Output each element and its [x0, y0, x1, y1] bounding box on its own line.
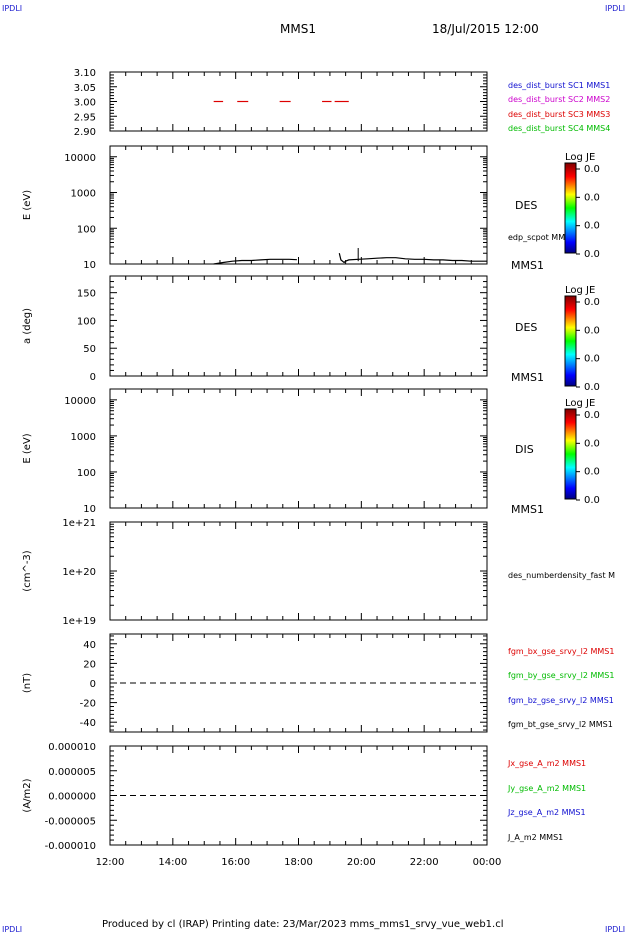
corner-label-top-left: IPDLI	[2, 4, 23, 13]
y-tick-label: 0.000010	[48, 742, 96, 753]
spacecraft-label: MMS1	[511, 259, 544, 272]
y-tick-label: 1e+20	[62, 567, 96, 578]
x-tick-label: 18:00	[284, 857, 313, 868]
colorbar	[564, 295, 577, 387]
x-tick-label: 12:00	[96, 857, 125, 868]
y-axis-label: E (eV)	[22, 190, 33, 220]
colorbar-title: Log JE	[565, 398, 595, 409]
legend-label: Jz_gse_A_m2 MMS1	[507, 808, 586, 817]
y-tick-label: 0	[90, 372, 96, 383]
y-tick-label: 3.10	[74, 68, 96, 79]
y-tick-label: 10000	[64, 153, 96, 164]
y-tick-label: 1000	[71, 189, 96, 200]
y-tick-label: 1e+21	[62, 518, 96, 529]
y-tick-label: 0.000000	[48, 792, 96, 803]
y-tick-label: 2.90	[74, 127, 96, 138]
spacecraft-label: MMS1	[511, 503, 544, 516]
y-tick-label: 3.00	[74, 98, 96, 109]
x-tick-label: 00:00	[473, 857, 502, 868]
y-axis-label: (cm^-3)	[22, 550, 33, 591]
y-tick-label: 0	[90, 679, 96, 690]
x-tick-label: 20:00	[347, 857, 376, 868]
panel-frame-p5	[109, 521, 488, 621]
legend-label: J_A_m2 MMS1	[507, 833, 563, 842]
colorbar-label: 0.0	[584, 410, 600, 421]
y-tick-label: 1000	[71, 432, 96, 443]
spacecraft-label: MMS1	[511, 371, 544, 384]
colorbar-label: 0.0	[584, 164, 600, 175]
colorbar	[564, 162, 577, 254]
colorbar-label: 0.0	[584, 467, 600, 478]
colorbar	[564, 408, 577, 500]
corner-label-top-right: IPDLI	[605, 4, 626, 13]
y-tick-label: 150	[77, 289, 96, 300]
colorbar-label: 0.0	[584, 325, 600, 336]
legend-label: fgm_by_gse_srvy_l2 MMS1	[508, 671, 614, 680]
colorbar-label: 0.0	[584, 354, 600, 365]
y-tick-label: 0.000005	[48, 767, 96, 778]
y-tick-label: -20	[80, 699, 96, 710]
x-tick-label: 22:00	[410, 857, 439, 868]
footer-credits: Produced by cl (IRAP) Printing date: 23/…	[102, 919, 504, 930]
colorbar-label: 0.0	[584, 382, 600, 393]
y-tick-label: 40	[83, 640, 96, 651]
colorbar-label: 0.0	[584, 495, 600, 506]
y-tick-label: 10	[83, 260, 96, 271]
spacecraft-title: MMS1	[280, 22, 316, 36]
y-tick-label: 10	[83, 504, 96, 515]
y-tick-label: 100	[77, 316, 96, 327]
y-axis-label: a (deg)	[22, 308, 33, 344]
legend-label: des_dist_burst SC1 MMS1	[508, 81, 610, 90]
legend-label: fgm_bt_gse_srvy_l2 MMS1	[508, 720, 613, 729]
y-axis-label: (A/m2)	[22, 778, 33, 812]
y-tick-label: 100	[77, 224, 96, 235]
species-label: DIS	[515, 443, 534, 456]
colorbar-label: 0.0	[584, 249, 600, 260]
y-tick-label: 20	[83, 659, 96, 670]
legend-label: edp_scpot MMS1	[508, 233, 575, 242]
y-tick-label: 10000	[64, 396, 96, 407]
scpot-line	[338, 253, 487, 264]
species-label: DES	[515, 321, 537, 334]
colorbar-label: 0.0	[584, 297, 600, 308]
y-tick-label: 3.05	[74, 83, 96, 94]
legend-label: Jx_gse_A_m2 MMS1	[507, 759, 586, 768]
panel-frame-p3	[109, 275, 488, 377]
y-tick-label: 100	[77, 468, 96, 479]
y-tick-label: 1e+19	[62, 616, 96, 627]
colorbar-title: Log JE	[565, 152, 595, 163]
legend-label: Jy_gse_A_m2 MMS1	[507, 784, 586, 793]
panel-frame-p1	[109, 71, 488, 132]
colorbar-label: 0.0	[584, 192, 600, 203]
colorbar-label: 0.0	[584, 438, 600, 449]
legend-label: fgm_bx_gse_srvy_l2 MMS1	[508, 647, 614, 656]
y-tick-label: -40	[80, 718, 96, 729]
corner-label-bottom-right: IPDLI	[605, 925, 626, 934]
scpot-line	[213, 258, 297, 265]
legend-label: des_dist_burst SC3 MMS3	[508, 110, 610, 119]
panel-frame-p2	[109, 145, 488, 265]
y-tick-label: 2.95	[74, 112, 96, 123]
colorbar-title: Log JE	[565, 285, 595, 296]
y-tick-label: -0.000005	[45, 816, 96, 827]
y-axis-label: (nT)	[22, 673, 33, 693]
legend-label: fgm_bz_gse_srvy_l2 MMS1	[508, 696, 614, 705]
y-tick-label: 50	[83, 344, 96, 355]
x-tick-label: 16:00	[221, 857, 250, 868]
legend-label: des_numberdensity_fast M	[508, 571, 615, 580]
legend-label: des_dist_burst SC2 MMS2	[508, 95, 610, 104]
panel-frame-p4	[109, 388, 488, 509]
x-tick-label: 14:00	[158, 857, 187, 868]
colorbar-label: 0.0	[584, 221, 600, 232]
corner-label-bottom-left: IPDLI	[2, 925, 23, 934]
species-label: DES	[515, 199, 537, 212]
legend-label: des_dist_burst SC4 MMS4	[508, 124, 610, 133]
y-tick-label: -0.000010	[45, 841, 96, 852]
y-axis-label: E (eV)	[22, 433, 33, 463]
date-title: 18/Jul/2015 12:00	[432, 22, 539, 36]
